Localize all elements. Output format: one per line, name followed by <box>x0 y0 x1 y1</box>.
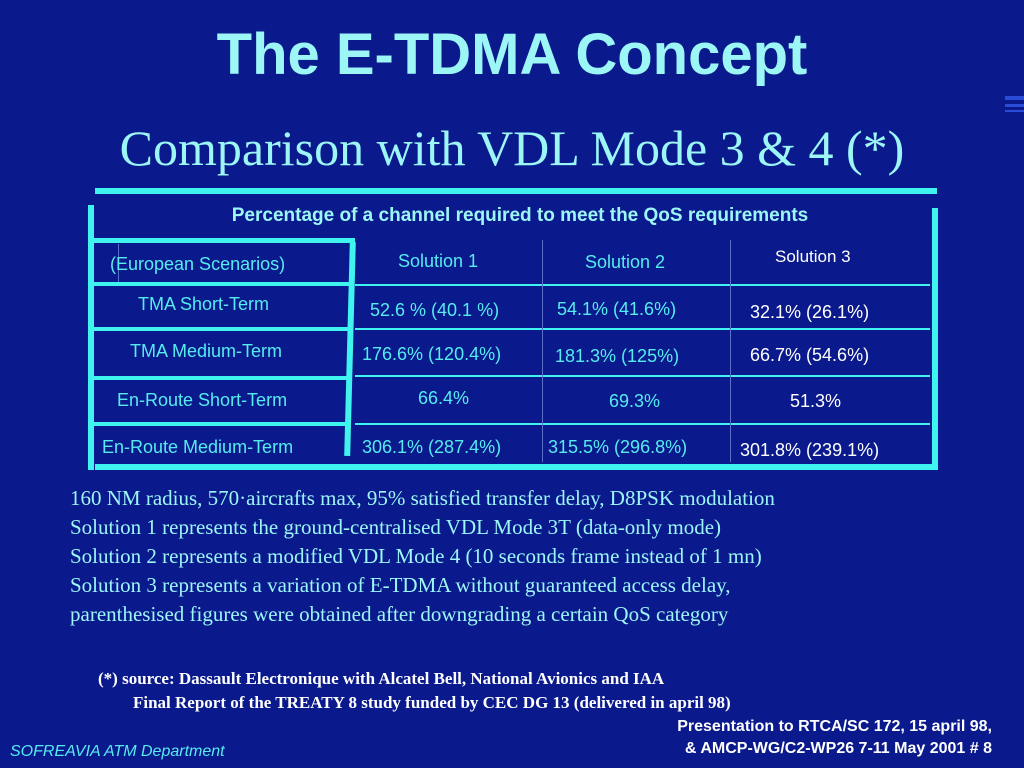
footer-department: SOFREAVIA ATM Department <box>10 743 225 760</box>
row-line <box>355 328 930 330</box>
note-line: 160 NM radius, 570·aircrafts max, 95% sa… <box>70 486 775 510</box>
column-line <box>118 244 119 282</box>
notes-block: 160 NM radius, 570·aircrafts max, 95% sa… <box>70 484 1010 629</box>
table-cell: 54.1% (41.6%) <box>557 299 677 319</box>
table-bottom-border <box>95 464 935 470</box>
column-header-solution-2: Solution 2 <box>585 252 666 272</box>
source-line-1: (*) source: Dassault Electronique with A… <box>98 669 665 688</box>
row-label-tma-medium-term: TMA Medium-Term <box>130 341 283 361</box>
table-left-border <box>88 205 94 470</box>
slide-subtitle: Comparison with VDL Mode 3 & 4 (*) <box>119 120 905 176</box>
table-cell: 51.3% <box>790 391 842 411</box>
table-top-border <box>95 188 937 194</box>
table-cell: 66.4% <box>418 388 470 408</box>
column-header-solution-1: Solution 1 <box>398 251 479 271</box>
row-separator <box>93 422 349 426</box>
footer-presentation: Presentation to RTCA/SC 172, 15 april 98… <box>677 716 992 760</box>
column-line <box>542 240 543 462</box>
label-column-top-border <box>93 238 355 243</box>
slide-title: The E-TDMA Concept <box>216 22 808 87</box>
row-line <box>355 375 930 377</box>
row-line <box>355 284 930 286</box>
table-cell: 306.1% (287.4%) <box>362 437 502 457</box>
table-cell: 66.7% (54.6%) <box>750 345 870 365</box>
title-rule-group <box>1005 96 1024 116</box>
table-cell: 69.3% <box>609 391 661 411</box>
table-right-border <box>932 208 938 470</box>
row-line <box>355 423 930 425</box>
table-cell: 301.8% (239.1%) <box>740 440 880 460</box>
footer-line: & AMCP-WG/C2-WP26 7-11 May 2001 # 8 <box>684 740 992 757</box>
title-rule <box>1005 110 1024 112</box>
row-label-en-route-short-term: En-Route Short-Term <box>117 390 288 410</box>
table-cell: 181.3% (125%) <box>555 346 680 366</box>
title-rule <box>1005 96 1024 100</box>
title-rule <box>1005 104 1024 107</box>
row-separator <box>93 327 349 331</box>
note-line: parenthesised figures were obtained afte… <box>70 602 729 626</box>
row-label-en-route-medium-term: En-Route Medium-Term <box>102 437 294 457</box>
table-cell: 52.6 % (40.1 %) <box>370 300 500 320</box>
row-label-tma-short-term: TMA Short-Term <box>138 294 270 314</box>
note-line: Solution 1 represents the ground-central… <box>70 515 722 539</box>
note-line: Solution 2 represents a modified VDL Mod… <box>70 544 762 568</box>
table-caption: Percentage of a channel required to meet… <box>231 205 809 226</box>
table-corner-label: (European Scenarios) <box>110 254 286 274</box>
column-line <box>730 240 731 462</box>
source-line-2: Final Report of the TREATY 8 study funde… <box>133 693 731 712</box>
table-cell: 176.6% (120.4%) <box>362 344 502 364</box>
row-separator <box>93 376 349 380</box>
table-cell: 32.1% (26.1%) <box>750 302 870 322</box>
footer-line: Presentation to RTCA/SC 172, 15 april 98… <box>677 718 992 735</box>
table-cell: 315.5% (296.8%) <box>548 437 688 457</box>
column-header-solution-3: Solution 3 <box>775 247 851 266</box>
note-line: Solution 3 represents a variation of E-T… <box>70 573 731 597</box>
row-separator <box>93 282 351 286</box>
